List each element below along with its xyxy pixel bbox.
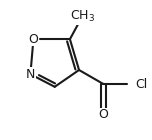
Text: Cl: Cl	[135, 78, 148, 90]
Text: O: O	[98, 108, 108, 121]
Text: O: O	[29, 33, 38, 46]
Text: N: N	[26, 68, 35, 81]
Text: CH$_3$: CH$_3$	[69, 9, 95, 24]
